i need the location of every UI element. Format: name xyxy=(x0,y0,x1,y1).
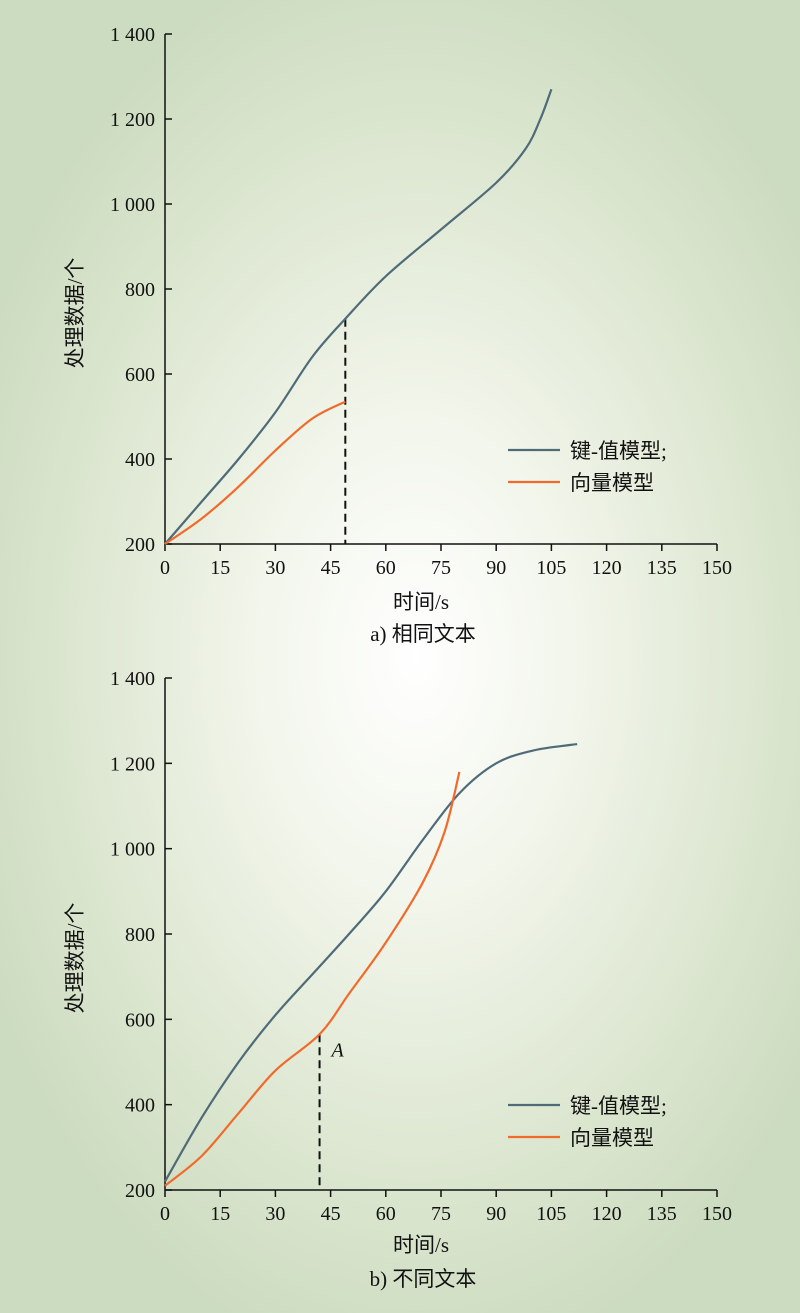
x-tick-label: 15 xyxy=(210,557,230,579)
series-line-1 xyxy=(164,771,461,1187)
x-tick-label: 105 xyxy=(536,1203,566,1225)
y-tick-label: 200 xyxy=(125,1180,155,1202)
x-tick-label: 0 xyxy=(160,557,170,579)
y-tick-label: 1 400 xyxy=(110,24,155,46)
y-tick-label: 400 xyxy=(125,1095,155,1117)
y-tick-label: 1 400 xyxy=(110,668,155,690)
y-tick-label: 1 000 xyxy=(110,194,155,216)
y-tick-label: 1 200 xyxy=(110,109,155,131)
series-line-0 xyxy=(164,88,553,545)
x-tick-label: 90 xyxy=(486,1203,506,1225)
x-tick-label: 45 xyxy=(321,1203,341,1225)
panel-caption: b) 不同文本 xyxy=(370,1267,477,1291)
x-tick-label: 30 xyxy=(265,557,285,579)
x-tick-label: 120 xyxy=(592,1203,622,1225)
legend-label-0: 键-值模型; xyxy=(570,439,667,463)
x-tick-label: 15 xyxy=(210,1203,230,1225)
x-tick-label: 90 xyxy=(486,557,506,579)
legend-label-1: 向量模型 xyxy=(570,471,654,495)
x-tick-label: 120 xyxy=(592,557,622,579)
y-axis-label: 处理数据/个 xyxy=(63,258,87,369)
series-line-1 xyxy=(164,400,346,545)
y-tick-label: 1 000 xyxy=(110,839,155,861)
legend-label-1: 向量模型 xyxy=(570,1126,654,1150)
y-axis-label: 处理数据/个 xyxy=(63,903,87,1014)
y-tick-label: 400 xyxy=(125,449,155,471)
y-tick-label: 600 xyxy=(125,364,155,386)
y-tick-label: 800 xyxy=(125,924,155,946)
annotation-label: A xyxy=(330,1039,345,1061)
y-tick-label: 200 xyxy=(125,534,155,556)
x-tick-label: 60 xyxy=(376,1203,396,1225)
legend-label-0: 键-值模型; xyxy=(570,1094,667,1118)
series-line-0 xyxy=(164,743,578,1183)
x-axis-label: 时间/s xyxy=(393,590,449,614)
x-tick-label: 150 xyxy=(702,1203,732,1225)
x-tick-label: 45 xyxy=(321,557,341,579)
x-tick-label: 0 xyxy=(160,1203,170,1225)
x-tick-label: 30 xyxy=(265,1203,285,1225)
x-tick-label: 105 xyxy=(536,557,566,579)
y-tick-label: 600 xyxy=(125,1009,155,1031)
y-tick-label: 800 xyxy=(125,279,155,301)
x-tick-label: 135 xyxy=(647,557,677,579)
chart-panel-a: 0 15 30 45 60 75 90 105 120 135 150 200 400 600 800 1 0… xyxy=(63,24,732,646)
x-tick-label: 135 xyxy=(647,1203,677,1225)
panel-caption: a) 相同文本 xyxy=(370,622,476,646)
y-tick-label: 1 200 xyxy=(110,753,155,775)
chart-panel-b: 0 15 30 45 60 75 90 105 120 135 150 200 400 600 800 1 0… xyxy=(63,668,732,1291)
x-tick-label: 75 xyxy=(431,557,451,579)
x-tick-label: 60 xyxy=(376,557,396,579)
x-tick-label: 75 xyxy=(431,1203,451,1225)
x-tick-label: 150 xyxy=(702,557,732,579)
x-axis-label: 时间/s xyxy=(393,1233,449,1257)
